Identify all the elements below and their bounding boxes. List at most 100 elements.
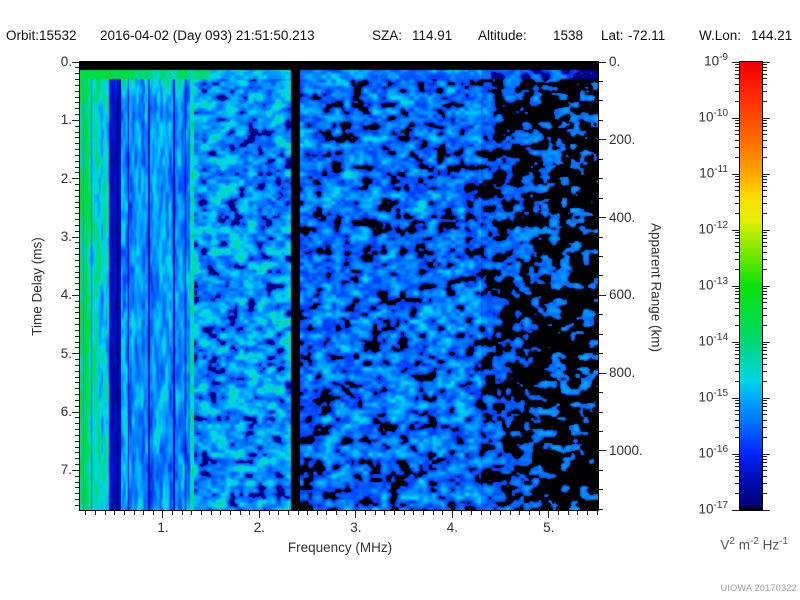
x-axis-tick-label: 1. [157, 520, 169, 535]
colorbar-frame [739, 61, 763, 511]
y-axis-tick-label: 4. [60, 287, 72, 303]
colorbar-minor-tick [763, 406, 767, 408]
y-axis-minor-tick [75, 224, 79, 226]
colorbar-tick-label: 10-15 [698, 388, 728, 405]
header-sza-value: 114.91 [412, 28, 453, 43]
colorbar-minor-tick [735, 176, 739, 178]
y-axis-minor-tick [75, 219, 79, 220]
x-axis-minor-tick [529, 511, 530, 515]
range-axis-minor-tick [599, 255, 603, 257]
colorbar-minor-tick [763, 134, 767, 136]
x-axis-minor-tick [403, 511, 405, 515]
colorbar-minor-tick [735, 314, 739, 316]
colorbar-minor-tick [763, 346, 767, 348]
spectrogram-canvas [80, 62, 598, 510]
range-axis-minor-tick [599, 80, 603, 82]
colorbar-minor-tick [735, 182, 739, 184]
colorbar-minor-tick [763, 363, 767, 365]
range-axis-tick [599, 217, 606, 219]
colorbar-minor-tick [735, 363, 739, 365]
colorbar-minor-tick [735, 465, 739, 467]
colorbar-minor-tick [735, 462, 739, 464]
colorbar-minor-tick [735, 83, 739, 85]
colorbar-minor-tick [735, 475, 739, 477]
colorbar-minor-tick [763, 314, 767, 316]
range-axis-minor-tick [599, 275, 603, 277]
x-axis-tick [162, 511, 164, 518]
colorbar-minor-tick [763, 241, 767, 243]
header-wlon-value: 144.21 [751, 28, 793, 43]
range-axis-tick [599, 139, 606, 141]
y-axis-minor-tick [75, 359, 79, 360]
colorbar-minor-tick [763, 195, 767, 197]
colorbar-minor-tick [735, 185, 739, 187]
y-axis-tick [72, 178, 79, 180]
y-axis-minor-tick [75, 154, 79, 156]
x-axis-tick [548, 511, 550, 518]
colorbar-minor-tick [735, 290, 739, 292]
colorbar-minor-tick [763, 492, 767, 494]
colorbar-minor-tick [763, 475, 767, 477]
colorbar-minor-tick [735, 426, 739, 428]
y-axis-minor-tick [75, 499, 79, 500]
header-orbit: Orbit:15532 [6, 28, 77, 43]
range-axis-tick-label: 200. [609, 131, 636, 147]
x-axis-minor-tick [123, 511, 125, 515]
y-axis-minor-tick [75, 306, 79, 308]
y-axis-minor-tick [75, 137, 79, 139]
colorbar-minor-tick [735, 288, 739, 290]
x-axis-minor-tick [287, 511, 289, 515]
x-axis-minor-tick [210, 511, 212, 515]
colorbar-minor-tick [735, 129, 739, 131]
colorbar-minor-tick [735, 190, 739, 192]
y-axis-minor-tick [75, 329, 79, 331]
colorbar-tick [732, 173, 739, 175]
colorbar-minor-tick [763, 64, 767, 66]
colorbar-minor-tick [763, 122, 767, 124]
colorbar-minor-tick [763, 66, 767, 68]
y-axis-minor-tick [75, 108, 79, 110]
x-axis-minor-tick [201, 511, 203, 515]
colorbar-minor-tick [735, 470, 739, 472]
colorbar-minor-tick [735, 297, 739, 299]
x-axis-title: Frequency (MHz) [287, 540, 393, 555]
x-axis-minor-tick [586, 511, 588, 515]
y-axis-tick-label: 1. [60, 112, 72, 128]
y-axis-minor-tick [75, 399, 79, 401]
colorbar-minor-tick [763, 409, 767, 411]
colorbar-minor-tick [763, 470, 767, 472]
watermark: UIOWA 20170322 [720, 583, 797, 593]
y-axis-minor-tick [75, 207, 79, 209]
colorbar-minor-tick [735, 268, 739, 270]
x-axis-tick-label: 2. [253, 520, 266, 535]
y-axis-minor-tick [75, 312, 79, 314]
x-axis-minor-tick [461, 511, 463, 515]
y-axis-minor-tick [75, 283, 79, 285]
y-axis-tick [72, 236, 79, 238]
y-axis-minor-tick [75, 254, 79, 255]
colorbar-minor-tick [763, 353, 767, 355]
x-axis-tick-label: 3. [350, 520, 362, 535]
colorbar-tick [763, 117, 770, 119]
colorbar-minor-tick [735, 456, 739, 458]
y-axis-tick [72, 411, 79, 413]
colorbar-minor-tick [735, 380, 739, 382]
y-axis-minor-tick [75, 394, 79, 395]
y-axis-minor-tick [75, 464, 79, 465]
y-axis-minor-tick [75, 84, 79, 86]
y-axis-tick-label: 5. [60, 345, 72, 361]
y-axis-tick-label: 3. [60, 229, 72, 244]
y-axis-minor-tick [75, 195, 79, 197]
range-axis-minor-tick [599, 430, 603, 432]
y-axis-minor-tick [75, 96, 79, 98]
x-axis-minor-tick [596, 511, 598, 515]
y-axis-minor-tick [75, 271, 79, 273]
colorbar-minor-tick [763, 258, 767, 260]
colorbar-tick-label: 10-12 [698, 220, 728, 237]
x-axis-minor-tick [278, 511, 280, 515]
range-axis-minor-tick [599, 236, 603, 238]
x-axis-minor-tick [567, 511, 569, 515]
colorbar-minor-tick [763, 234, 767, 236]
range-axis-minor-tick [599, 314, 603, 316]
x-axis-minor-tick [374, 511, 376, 515]
